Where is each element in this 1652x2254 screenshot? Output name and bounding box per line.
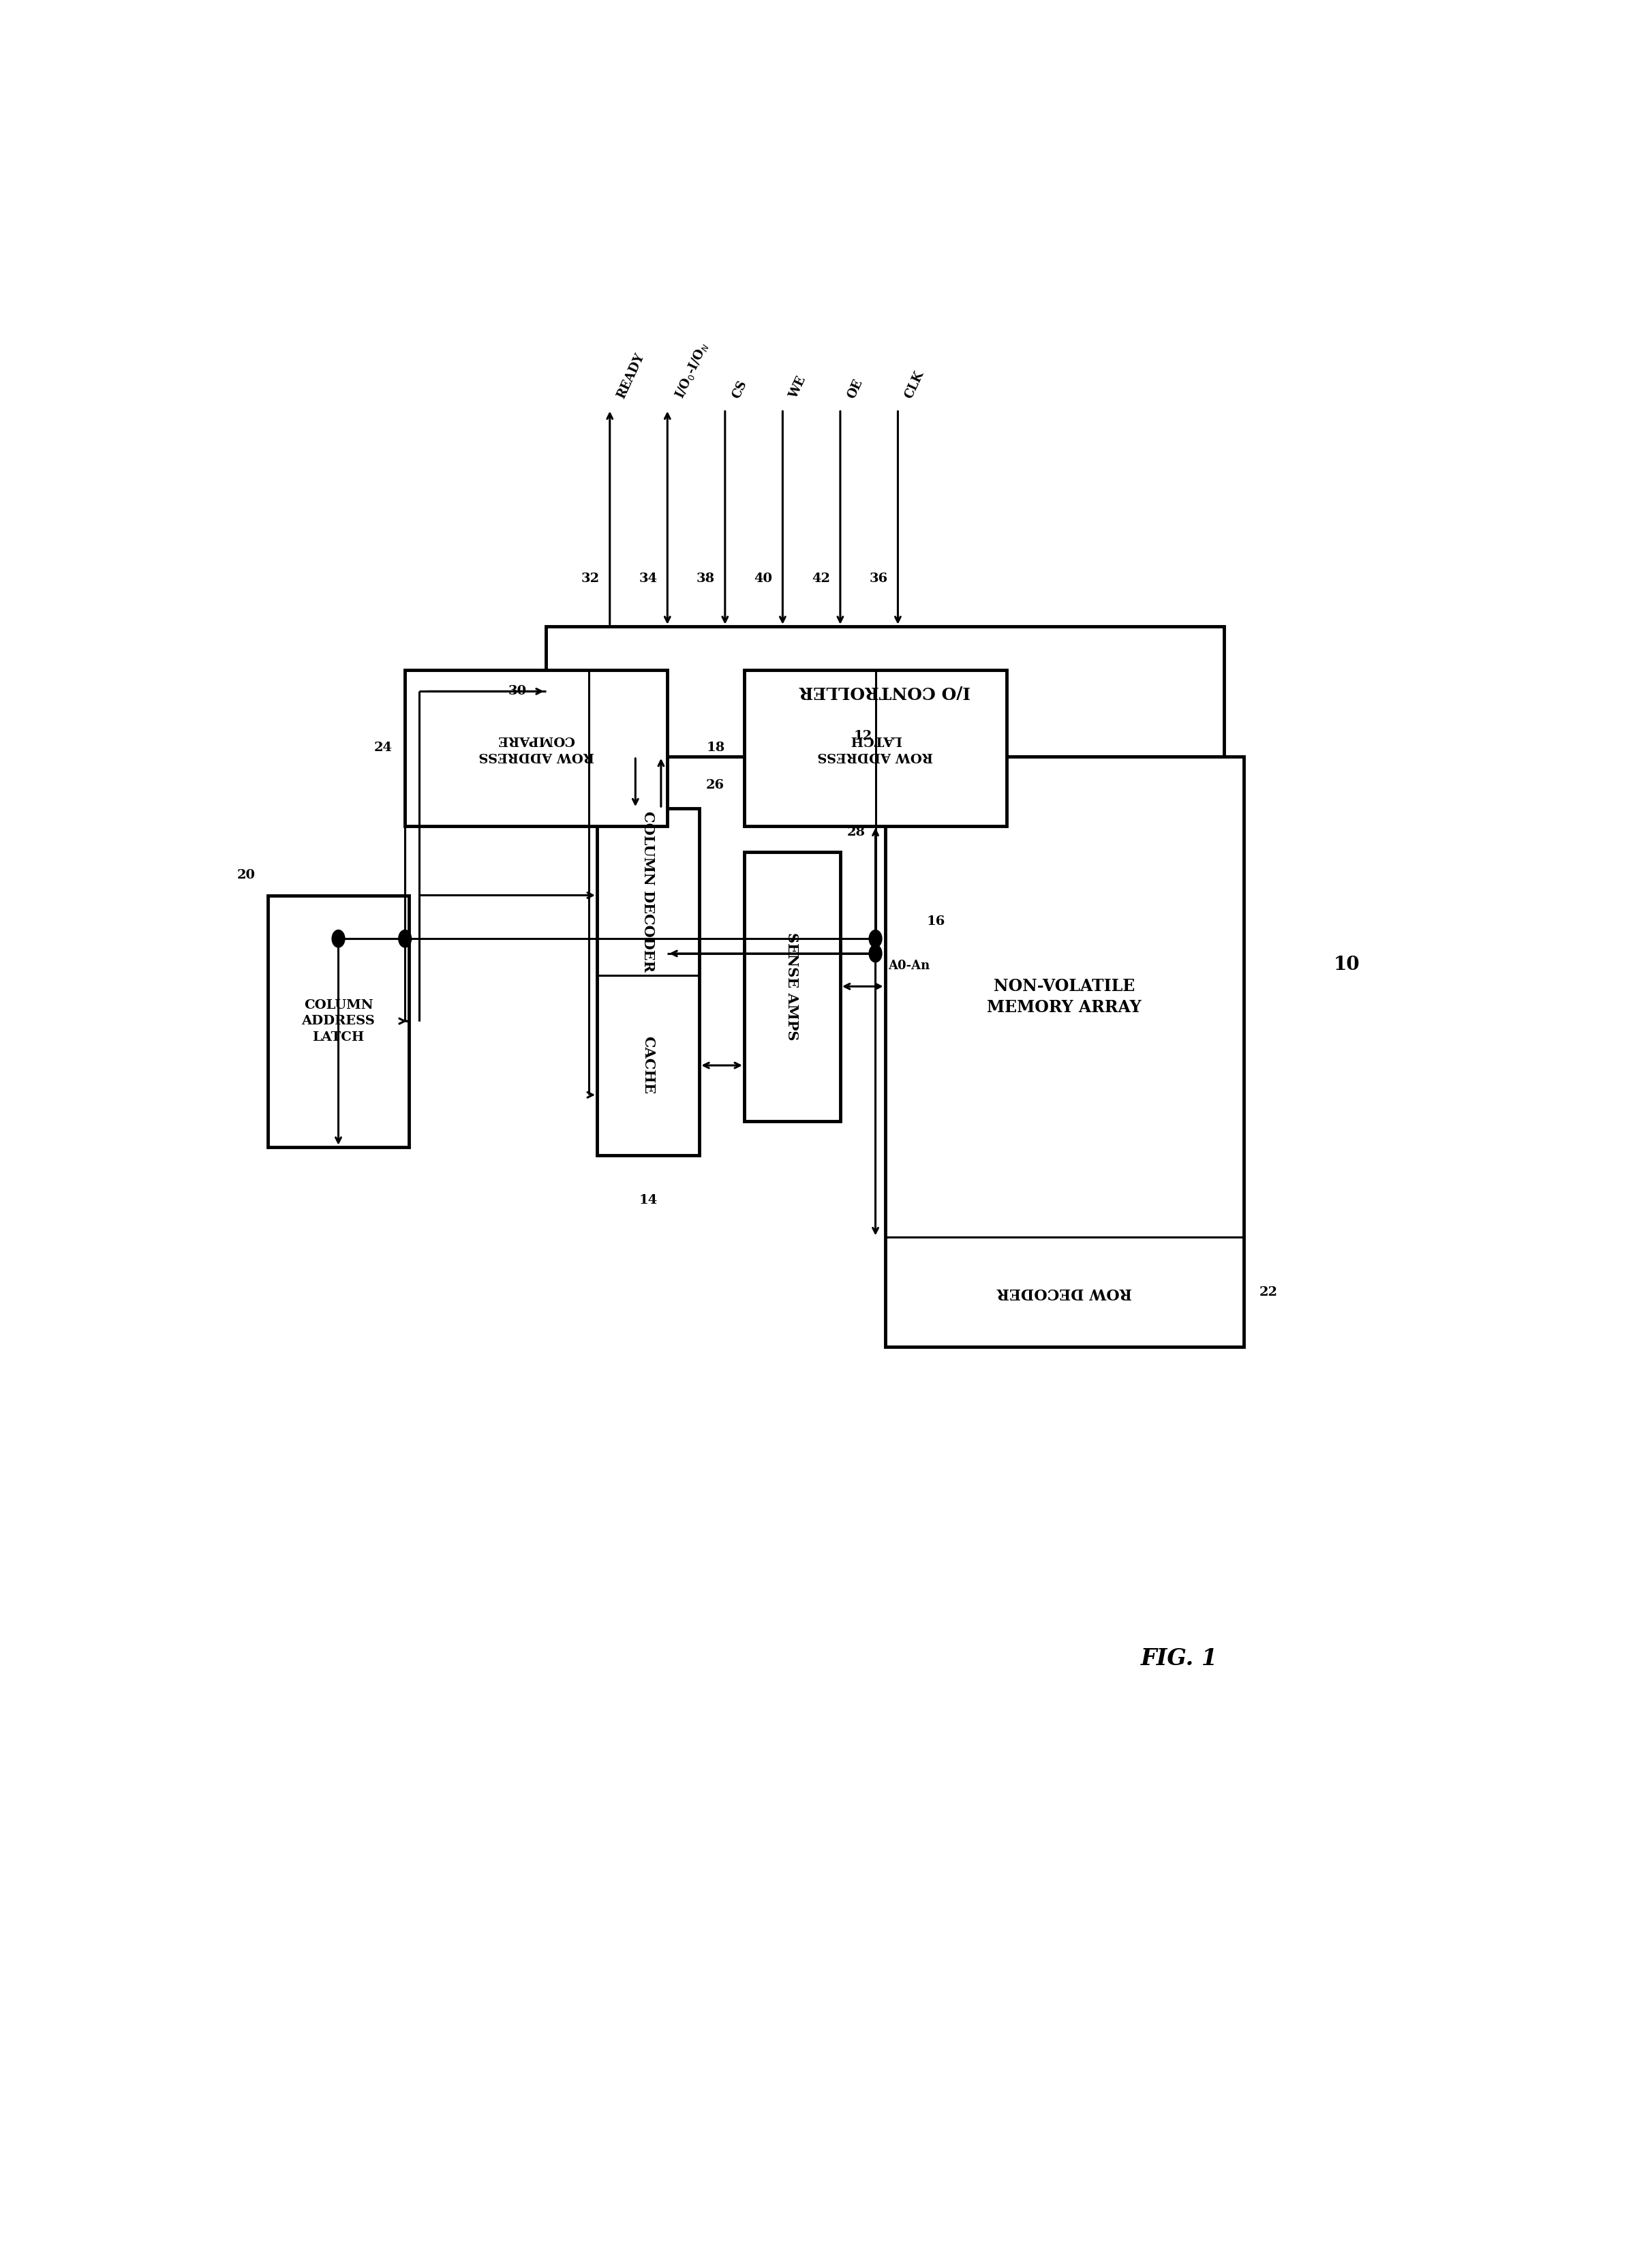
Bar [545,627,1224,757]
Bar [743,669,1006,825]
Text: 30: 30 [509,685,527,696]
Text: SENSE AMPS: SENSE AMPS [785,933,800,1041]
Text: OE: OE [846,376,866,401]
Text: I/O$_0$-I/O$_N$: I/O$_0$-I/O$_N$ [672,340,710,401]
Text: 38: 38 [695,573,715,584]
Bar [596,809,699,1156]
Circle shape [869,944,882,962]
Text: 32: 32 [582,573,600,584]
Circle shape [398,931,411,947]
Text: 10: 10 [1333,956,1360,974]
Text: ROW ADDRESS
LATCH: ROW ADDRESS LATCH [818,733,933,762]
Text: 18: 18 [707,742,725,753]
Text: 22: 22 [1259,1285,1277,1298]
Text: CS: CS [730,379,748,401]
Bar [743,852,841,1120]
Text: 20: 20 [236,870,254,881]
Bar [405,669,667,825]
Text: COLUMN DECODER: COLUMN DECODER [641,811,656,971]
Text: 40: 40 [753,573,773,584]
Text: READY: READY [615,352,646,401]
Text: 42: 42 [811,573,829,584]
Text: 26: 26 [705,780,724,791]
Text: COLUMN
ADDRESS
LATCH: COLUMN ADDRESS LATCH [302,999,375,1044]
Text: 36: 36 [869,573,887,584]
Text: A0-An: A0-An [889,960,930,971]
Circle shape [869,931,882,947]
Text: 16: 16 [927,915,945,926]
Text: NON-VOLATILE
MEMORY ARRAY: NON-VOLATILE MEMORY ARRAY [988,978,1142,1017]
Text: 12: 12 [854,730,872,742]
Text: CACHE: CACHE [641,1037,656,1095]
Text: 28: 28 [846,825,866,838]
Text: CLK: CLK [904,370,927,401]
Bar [885,757,1244,1346]
Text: 34: 34 [639,573,657,584]
Text: 14: 14 [639,1195,657,1206]
Text: FIG. 1: FIG. 1 [1142,1648,1218,1670]
Bar [268,895,408,1147]
Circle shape [332,931,345,947]
Text: WE: WE [788,374,808,401]
Text: 24: 24 [373,742,392,753]
Text: ROW ADDRESS
COMPARE: ROW ADDRESS COMPARE [479,733,595,762]
Text: ROW DECODER: ROW DECODER [996,1285,1132,1301]
Text: I/O CONTROLLER: I/O CONTROLLER [800,683,971,699]
